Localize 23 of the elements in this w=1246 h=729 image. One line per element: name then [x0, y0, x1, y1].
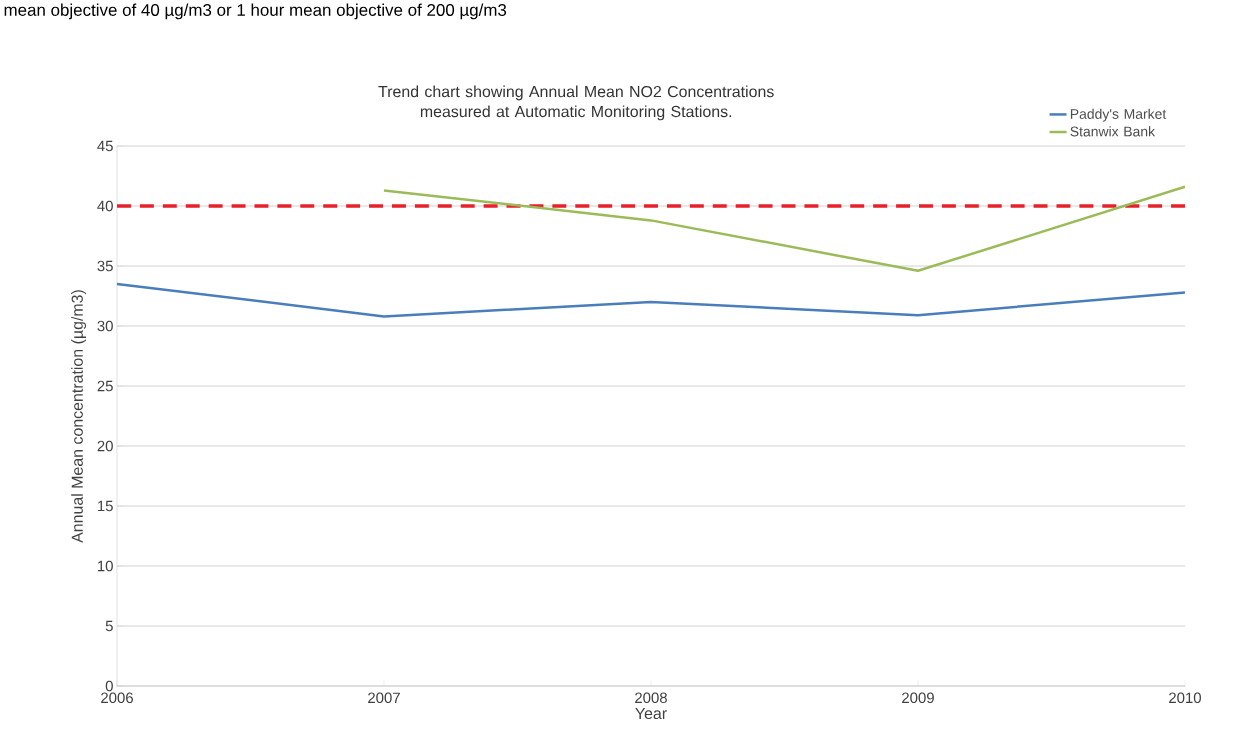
line-series — [115, 282, 1187, 318]
x-axis-title: Year — [635, 707, 667, 720]
y-tick-label: 45 — [97, 140, 113, 152]
x-tick-label: 2009 — [902, 692, 934, 704]
legend-label: Stanwix Bank — [1070, 126, 1156, 137]
y-tick-label: 20 — [97, 440, 113, 452]
y-tick-label: 35 — [97, 260, 113, 272]
y-tick-label: 25 — [97, 380, 113, 392]
x-tick-label: 2006 — [101, 692, 133, 704]
chart-title: Trend chart showing Annual Mean NO2 Concentrations measured at Automatic Monitoring Stations. — [378, 85, 774, 121]
line-series — [382, 185, 1187, 273]
y-tick-label: 15 — [98, 500, 113, 512]
x-tick-label: 2010 — [1169, 692, 1201, 704]
y-tick-label: 40 — [97, 200, 113, 212]
y-tick-label: 30 — [97, 320, 113, 332]
y-tick-label: 5 — [105, 620, 113, 632]
x-tick-label: 2008 — [635, 692, 667, 704]
y-tick-label: 0 — [105, 680, 113, 692]
legend-label: Paddy's Market — [1070, 108, 1167, 122]
y-axis-title: Annual Mean concentration (µg/m3) — [71, 290, 87, 543]
text: mean objective of 40 µg/m3 or 1 hour mean objective of 200 µg/m3 — [4, 3, 507, 20]
y-tick-label: 10 — [98, 560, 113, 572]
x-tick-label: 2007 — [368, 692, 400, 704]
